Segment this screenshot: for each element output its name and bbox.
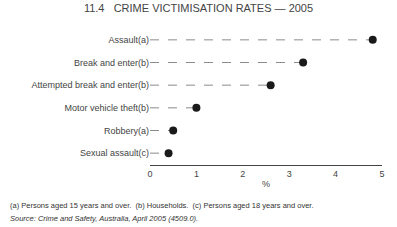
svg-text:1: 1 [194,169,199,179]
svg-text:%: % [262,179,270,189]
svg-text:3: 3 [287,169,292,179]
svg-text:11.4 CRIME VICTIMISATION RAT: 11.4 CRIME VICTIMISATION RATES — 2005 [84,2,313,14]
svg-text:(a) Persons aged 15 years and: (a) Persons aged 15 years and over. (b) … [10,201,314,210]
svg-text:Break and enter(b): Break and enter(b) [74,58,149,68]
svg-text:Attempted break and enter(b): Attempted break and enter(b) [31,80,149,90]
svg-text:Assault(a): Assault(a) [108,35,149,45]
svg-text:Source: Crime and Safety, Aust: Source: Crime and Safety, Australia, Apr… [10,214,198,223]
svg-text:Robbery(a): Robbery(a) [104,126,149,136]
svg-text:2: 2 [240,169,245,179]
svg-text:5: 5 [379,169,384,179]
svg-text:Sexual assault(c): Sexual assault(c) [80,148,149,158]
svg-text:0: 0 [147,169,152,179]
svg-text:Motor vehicle theft(b): Motor vehicle theft(b) [64,103,149,113]
svg-text:4: 4 [333,169,338,179]
